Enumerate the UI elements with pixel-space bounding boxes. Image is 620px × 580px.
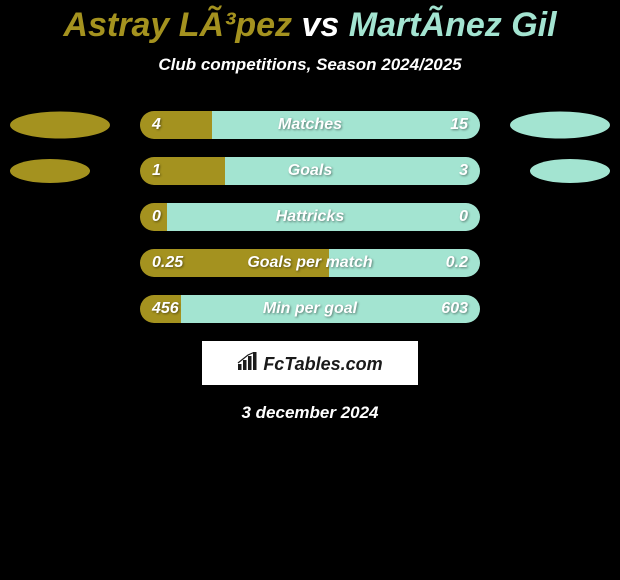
player2-name: MartÃnez Gil: [349, 6, 557, 44]
stat-label: Matches: [140, 111, 480, 139]
vs-text: vs: [301, 6, 339, 44]
player2-ellipse: [510, 112, 610, 139]
player2-ellipse: [530, 159, 610, 183]
stat-label: Hattricks: [140, 203, 480, 231]
player1-name: Astray LÃ³pez: [63, 6, 292, 44]
stat-label: Min per goal: [140, 295, 480, 323]
stats-chart: 415Matches 13Goals 00Hattricks 0.250.2Goals…: [0, 111, 620, 323]
stat-bar: 13Goals: [140, 157, 480, 185]
stat-bar: 415Matches: [140, 111, 480, 139]
player1-ellipse: [10, 112, 110, 139]
player1-ellipse: [10, 159, 90, 183]
bar-chart-icon: [237, 352, 259, 370]
stat-row: 13Goals: [0, 157, 620, 185]
stat-label: Goals per match: [140, 249, 480, 277]
page-title: Astray LÃ³pez vs MartÃnez Gil: [0, 0, 620, 45]
stat-row: 456603Min per goal: [0, 295, 620, 323]
date-text: 3 december 2024: [0, 403, 620, 423]
brand-logo: FcTables.com: [237, 352, 382, 375]
stat-bar: 456603Min per goal: [140, 295, 480, 323]
stat-bar: 0.250.2Goals per match: [140, 249, 480, 277]
stat-label: Goals: [140, 157, 480, 185]
stat-row: 00Hattricks: [0, 203, 620, 231]
stat-bar: 00Hattricks: [140, 203, 480, 231]
stat-row: 0.250.2Goals per match: [0, 249, 620, 277]
subtitle: Club competitions, Season 2024/2025: [0, 55, 620, 75]
brand-text: FcTables.com: [263, 354, 382, 375]
brand-box: FcTables.com: [202, 341, 418, 385]
stat-row: 415Matches: [0, 111, 620, 139]
